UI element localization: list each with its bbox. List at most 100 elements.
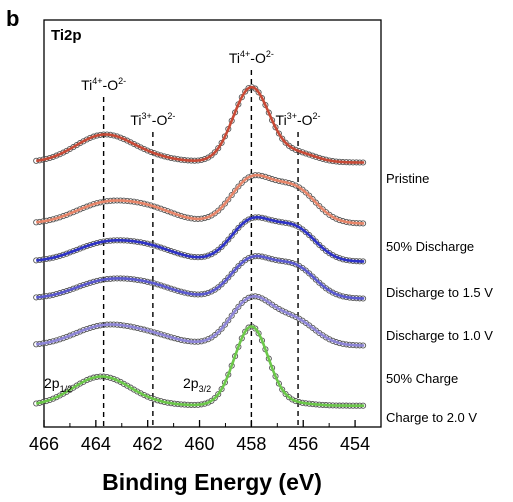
data-point: [218, 243, 225, 250]
data-point: [211, 394, 218, 402]
x-axis-ticks: 466 464 462 460 458 456 454: [29, 420, 382, 454]
data-point: [279, 135, 286, 142]
data-point: [215, 391, 222, 398]
data-point: [218, 281, 225, 288]
data-point: [316, 241, 323, 248]
reference-lines: [102, 70, 299, 427]
series-4: [33, 293, 367, 349]
series-line: [36, 295, 365, 347]
data-point: [208, 152, 215, 159]
data-point: [316, 202, 323, 210]
data-point: [221, 200, 228, 207]
x-tick-label: 460: [185, 434, 215, 454]
x-tick-label: 464: [81, 434, 111, 454]
data-point: [312, 276, 319, 283]
data-point: [306, 192, 313, 199]
data-point: [255, 89, 262, 96]
series-3: [33, 253, 367, 302]
data-point: [215, 329, 222, 336]
data-point: [309, 273, 316, 280]
series-label: Pristine: [386, 171, 429, 186]
series-2: [33, 214, 367, 265]
data-point: [218, 204, 225, 211]
data-point: [306, 270, 313, 277]
data-point: [252, 325, 259, 332]
data-point: [302, 189, 309, 196]
data-point: [235, 183, 242, 190]
data-point: [215, 207, 222, 214]
peak-label: 2p3/2: [183, 375, 211, 394]
panel-letter: b: [6, 6, 19, 31]
data-point: [215, 145, 222, 152]
data-point: [211, 149, 218, 156]
x-tick-label: 462: [133, 434, 163, 454]
series-label: Charge to 2.0 V: [386, 410, 477, 425]
data-point: [275, 130, 282, 137]
data-point: [309, 196, 316, 203]
peak-label: 2p1/2: [44, 375, 72, 394]
x-tick-label: 466: [29, 434, 59, 454]
data-point: [272, 303, 279, 310]
data-point: [242, 88, 249, 95]
data-point: [225, 317, 232, 324]
data-point: [225, 196, 232, 203]
series-0: [33, 84, 367, 166]
series-line: [36, 325, 365, 407]
data-point: [228, 232, 235, 239]
series-labels: Pristine 50% Discharge Discharge to 1.5 V D…: [386, 171, 493, 425]
x-tick-label: 456: [288, 434, 318, 454]
data-point: [242, 257, 249, 264]
data-point: [235, 224, 242, 231]
reference-label: Ti4+-O2-: [81, 76, 126, 93]
data-point: [228, 312, 235, 319]
data-point: [235, 303, 242, 310]
data-point: [326, 287, 333, 294]
data-point: [238, 179, 245, 186]
data-point: [228, 192, 235, 199]
data-point: [221, 278, 228, 285]
series-5: [33, 323, 367, 409]
reference-labels: Ti4+-O2- Ti3+-O2- Ti4+-O2- Ti3+-O2-: [81, 49, 320, 128]
data-point: [282, 390, 289, 398]
data-point: [232, 187, 239, 194]
data-point: [232, 266, 239, 273]
series-line: [36, 85, 365, 164]
x-tick-label: 454: [340, 434, 370, 454]
data-point: [302, 229, 309, 236]
data-point: [242, 328, 249, 335]
data-point: [225, 236, 232, 243]
data-point: [232, 308, 239, 315]
chart-title: Ti2p: [51, 27, 82, 44]
data-point: [228, 270, 235, 277]
data-point: [312, 199, 319, 206]
series-1: [33, 172, 367, 227]
series-label: 50% Charge: [386, 371, 458, 386]
data-point: [73, 382, 80, 389]
reference-label: Ti3+-O2-: [276, 111, 321, 128]
data-point: [218, 325, 225, 332]
data-point: [312, 238, 319, 245]
data-point: [282, 139, 289, 146]
series-label: Discharge to 1.0 V: [386, 328, 493, 343]
data-point: [221, 321, 228, 328]
data-point: [221, 240, 228, 247]
x-axis-title: Binding Energy (eV): [102, 469, 322, 495]
data-point: [215, 246, 222, 253]
data-point: [279, 386, 286, 393]
series-line: [36, 216, 365, 263]
data-point: [326, 250, 333, 257]
data-point: [309, 235, 316, 242]
spectra-curves: [33, 84, 367, 409]
x-tick-label: 458: [236, 434, 266, 454]
data-point: [232, 228, 239, 235]
series-line: [36, 254, 365, 300]
data-point: [235, 263, 242, 270]
series-label: Discharge to 1.5 V: [386, 285, 493, 300]
series-line: [36, 173, 365, 225]
data-point: [306, 232, 313, 239]
data-point: [225, 274, 232, 281]
data-point: [238, 299, 245, 307]
series-label: 50% Discharge: [386, 239, 474, 254]
